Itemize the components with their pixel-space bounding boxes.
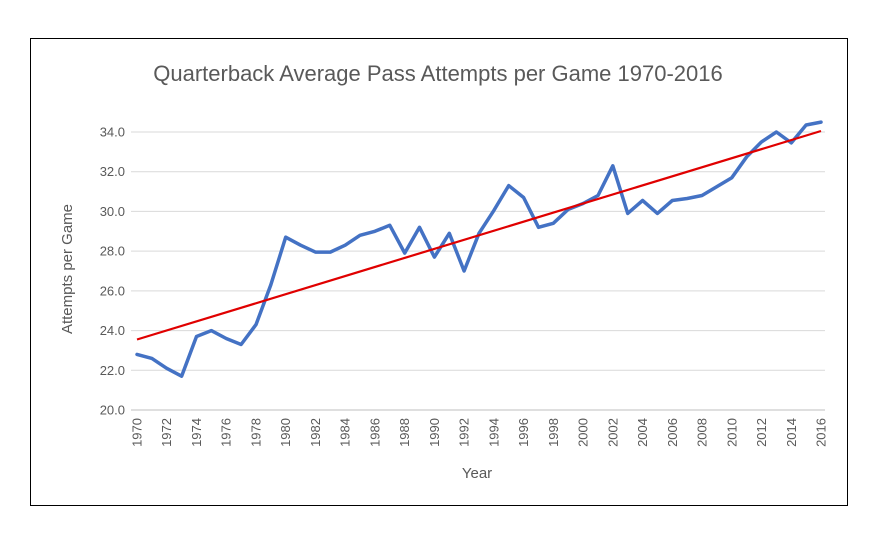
y-tick-label: 26.0: [100, 283, 125, 298]
y-axis-ticks: 20.0 22.0 24.0 26.0 28.0 30.0 32.0 34.0: [100, 125, 125, 418]
x-tick-label: 1972: [159, 418, 174, 447]
x-axis-title: Year: [462, 465, 492, 482]
x-tick-label: 1986: [367, 418, 382, 447]
y-tick-label: 20.0: [100, 403, 125, 418]
x-tick-label: 1984: [338, 418, 353, 447]
x-tick-label: 2002: [605, 418, 620, 447]
y-tick-label: 28.0: [100, 244, 125, 259]
x-tick-label: 2008: [695, 418, 710, 447]
x-tick-label: 1994: [486, 418, 501, 447]
x-tick-label: 2004: [635, 418, 650, 447]
x-tick-label: 1988: [397, 418, 412, 447]
y-tick-label: 22.0: [100, 363, 125, 378]
x-tick-label: 1974: [189, 418, 204, 447]
x-tick-label: 1980: [278, 418, 293, 447]
x-tick-label: 2000: [576, 418, 591, 447]
x-tick-label: 1970: [130, 418, 145, 447]
x-tick-label: 2006: [665, 418, 680, 447]
x-tick-label: 2010: [724, 418, 739, 447]
x-tick-label: 1998: [546, 418, 561, 447]
line-chart: Quarterback Average Pass Attempts per Ga…: [59, 61, 829, 482]
trend-line: [136, 129, 822, 341]
x-tick-label: 1976: [219, 418, 234, 447]
x-tick-label: 1992: [457, 418, 472, 447]
chart-frame: Quarterback Average Pass Attempts per Ga…: [30, 38, 848, 506]
x-tick-label: 1978: [248, 418, 263, 447]
y-tick-label: 30.0: [100, 204, 125, 219]
gridlines: [131, 131, 825, 411]
x-axis-ticks: 1970 1972 1974 1976 1978 1980 1982 1984 1986 1988…: [130, 418, 829, 447]
x-tick-label: 2014: [784, 418, 799, 447]
chart-title: Quarterback Average Pass Attempts per Ga…: [153, 61, 722, 86]
x-tick-label: 2016: [814, 418, 829, 447]
x-tick-label: 1996: [516, 418, 531, 447]
x-tick-label: 1982: [308, 418, 323, 447]
y-tick-label: 32.0: [100, 164, 125, 179]
x-tick-label: 1990: [427, 418, 442, 447]
y-tick-label: 34.0: [100, 125, 125, 140]
x-tick-label: 2012: [754, 418, 769, 447]
series-layer: [135, 120, 823, 378]
y-tick-label: 24.0: [100, 323, 125, 338]
series-line: [135, 120, 823, 378]
y-axis-title: Attempts per Game: [59, 204, 76, 334]
